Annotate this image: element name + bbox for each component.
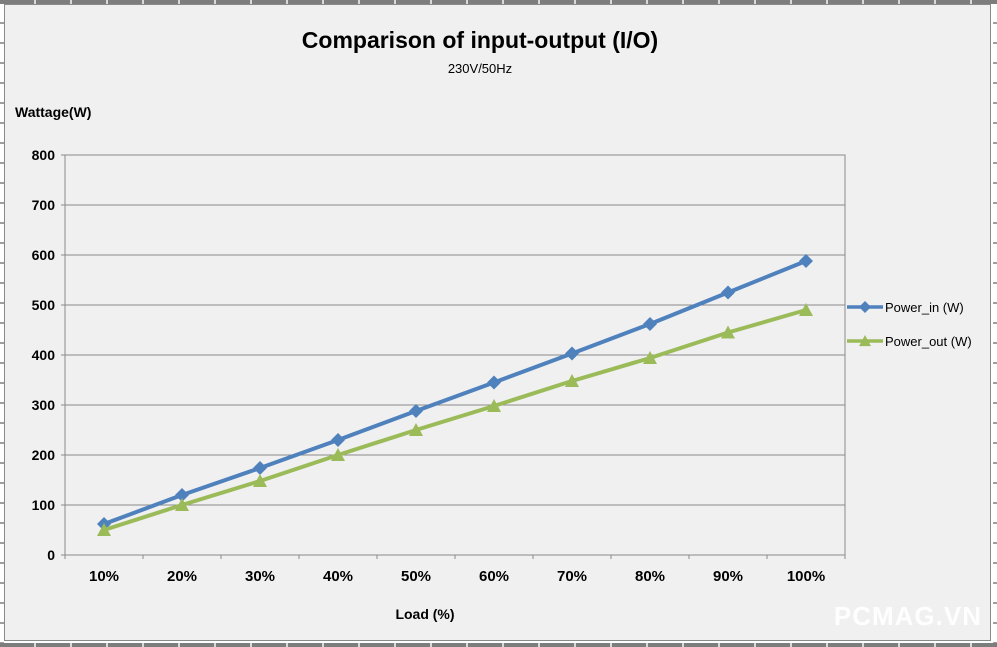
y-tick-label: 600 bbox=[32, 247, 56, 263]
triangle-marker bbox=[721, 325, 735, 339]
x-tick-label: 30% bbox=[245, 568, 275, 585]
plot-area: 0 100 200 300 400 500 600 700 800 10% 20% 30% 40% 50%… bbox=[32, 147, 846, 585]
x-tick-label: 40% bbox=[323, 568, 353, 585]
y-axis-title: Wattage(W) bbox=[15, 104, 92, 120]
y-tick-label: 200 bbox=[32, 447, 56, 463]
spreadsheet-left-edge bbox=[0, 4, 4, 643]
diamond-marker bbox=[799, 254, 813, 268]
x-tick-label: 70% bbox=[557, 568, 587, 585]
spreadsheet-bottom-edge bbox=[0, 643, 997, 647]
triangle-marker bbox=[565, 374, 579, 387]
diamond-marker bbox=[331, 433, 345, 447]
triangle-marker bbox=[331, 448, 345, 461]
chart-object[interactable]: 0 100 200 300 400 500 600 700 800 10% 20% 30% 40% 50%… bbox=[4, 4, 991, 641]
diamond-marker bbox=[643, 317, 657, 331]
y-tick-label: 100 bbox=[32, 497, 56, 513]
legend-item[interactable]: Power_in (W) bbox=[847, 290, 972, 324]
triangle-marker bbox=[799, 303, 813, 316]
y-tick-label: 700 bbox=[32, 197, 56, 213]
x-tick-label: 20% bbox=[167, 568, 197, 585]
legend-label: Power_out (W) bbox=[885, 333, 972, 349]
series-line-power-in-w- bbox=[102, 259, 808, 526]
y-tick-label: 500 bbox=[32, 297, 56, 313]
y-tick-label: 800 bbox=[32, 147, 56, 163]
x-tick-label: 50% bbox=[401, 568, 431, 585]
x-tick-label: 10% bbox=[89, 568, 119, 585]
chart-legend[interactable]: Power_in (W) Power_out (W) bbox=[847, 290, 972, 358]
series-line-power-out-w- bbox=[102, 308, 808, 532]
legend-label: Power_in (W) bbox=[885, 299, 964, 315]
x-tick-label: 100% bbox=[787, 568, 825, 585]
diamond-marker bbox=[565, 346, 579, 361]
diamond-marker bbox=[721, 285, 735, 300]
y-tick-label: 300 bbox=[32, 397, 56, 413]
triangle-marker bbox=[409, 423, 423, 436]
triangle-marker bbox=[643, 351, 657, 364]
y-tick-label: 400 bbox=[32, 347, 56, 363]
diamond-marker bbox=[409, 404, 423, 418]
y-tick-label: 0 bbox=[47, 547, 55, 563]
spreadsheet-right-edge bbox=[993, 4, 997, 643]
x-tick-label: 90% bbox=[713, 568, 743, 585]
x-axis-title: Load (%) bbox=[395, 606, 455, 622]
diamond-legend-icon bbox=[847, 301, 883, 313]
triangle-marker bbox=[175, 498, 189, 511]
diamond-marker bbox=[253, 461, 267, 475]
diamond-marker bbox=[175, 488, 189, 502]
x-tick-label: 60% bbox=[479, 568, 509, 585]
diamond-marker bbox=[487, 375, 501, 390]
chart-title: Comparison of input-output (I/O) bbox=[301, 27, 659, 53]
spreadsheet-top-edge bbox=[0, 0, 997, 4]
watermark: PCMAG.VN bbox=[833, 601, 982, 631]
triangle-legend-icon bbox=[847, 335, 883, 347]
chart-subtitle: 230V/50Hz bbox=[447, 61, 513, 76]
triangle-marker bbox=[253, 474, 267, 487]
legend-item[interactable]: Power_out (W) bbox=[847, 324, 972, 358]
triangle-marker bbox=[487, 399, 501, 412]
triangle-marker bbox=[97, 523, 111, 536]
x-tick-label: 80% bbox=[635, 568, 665, 585]
